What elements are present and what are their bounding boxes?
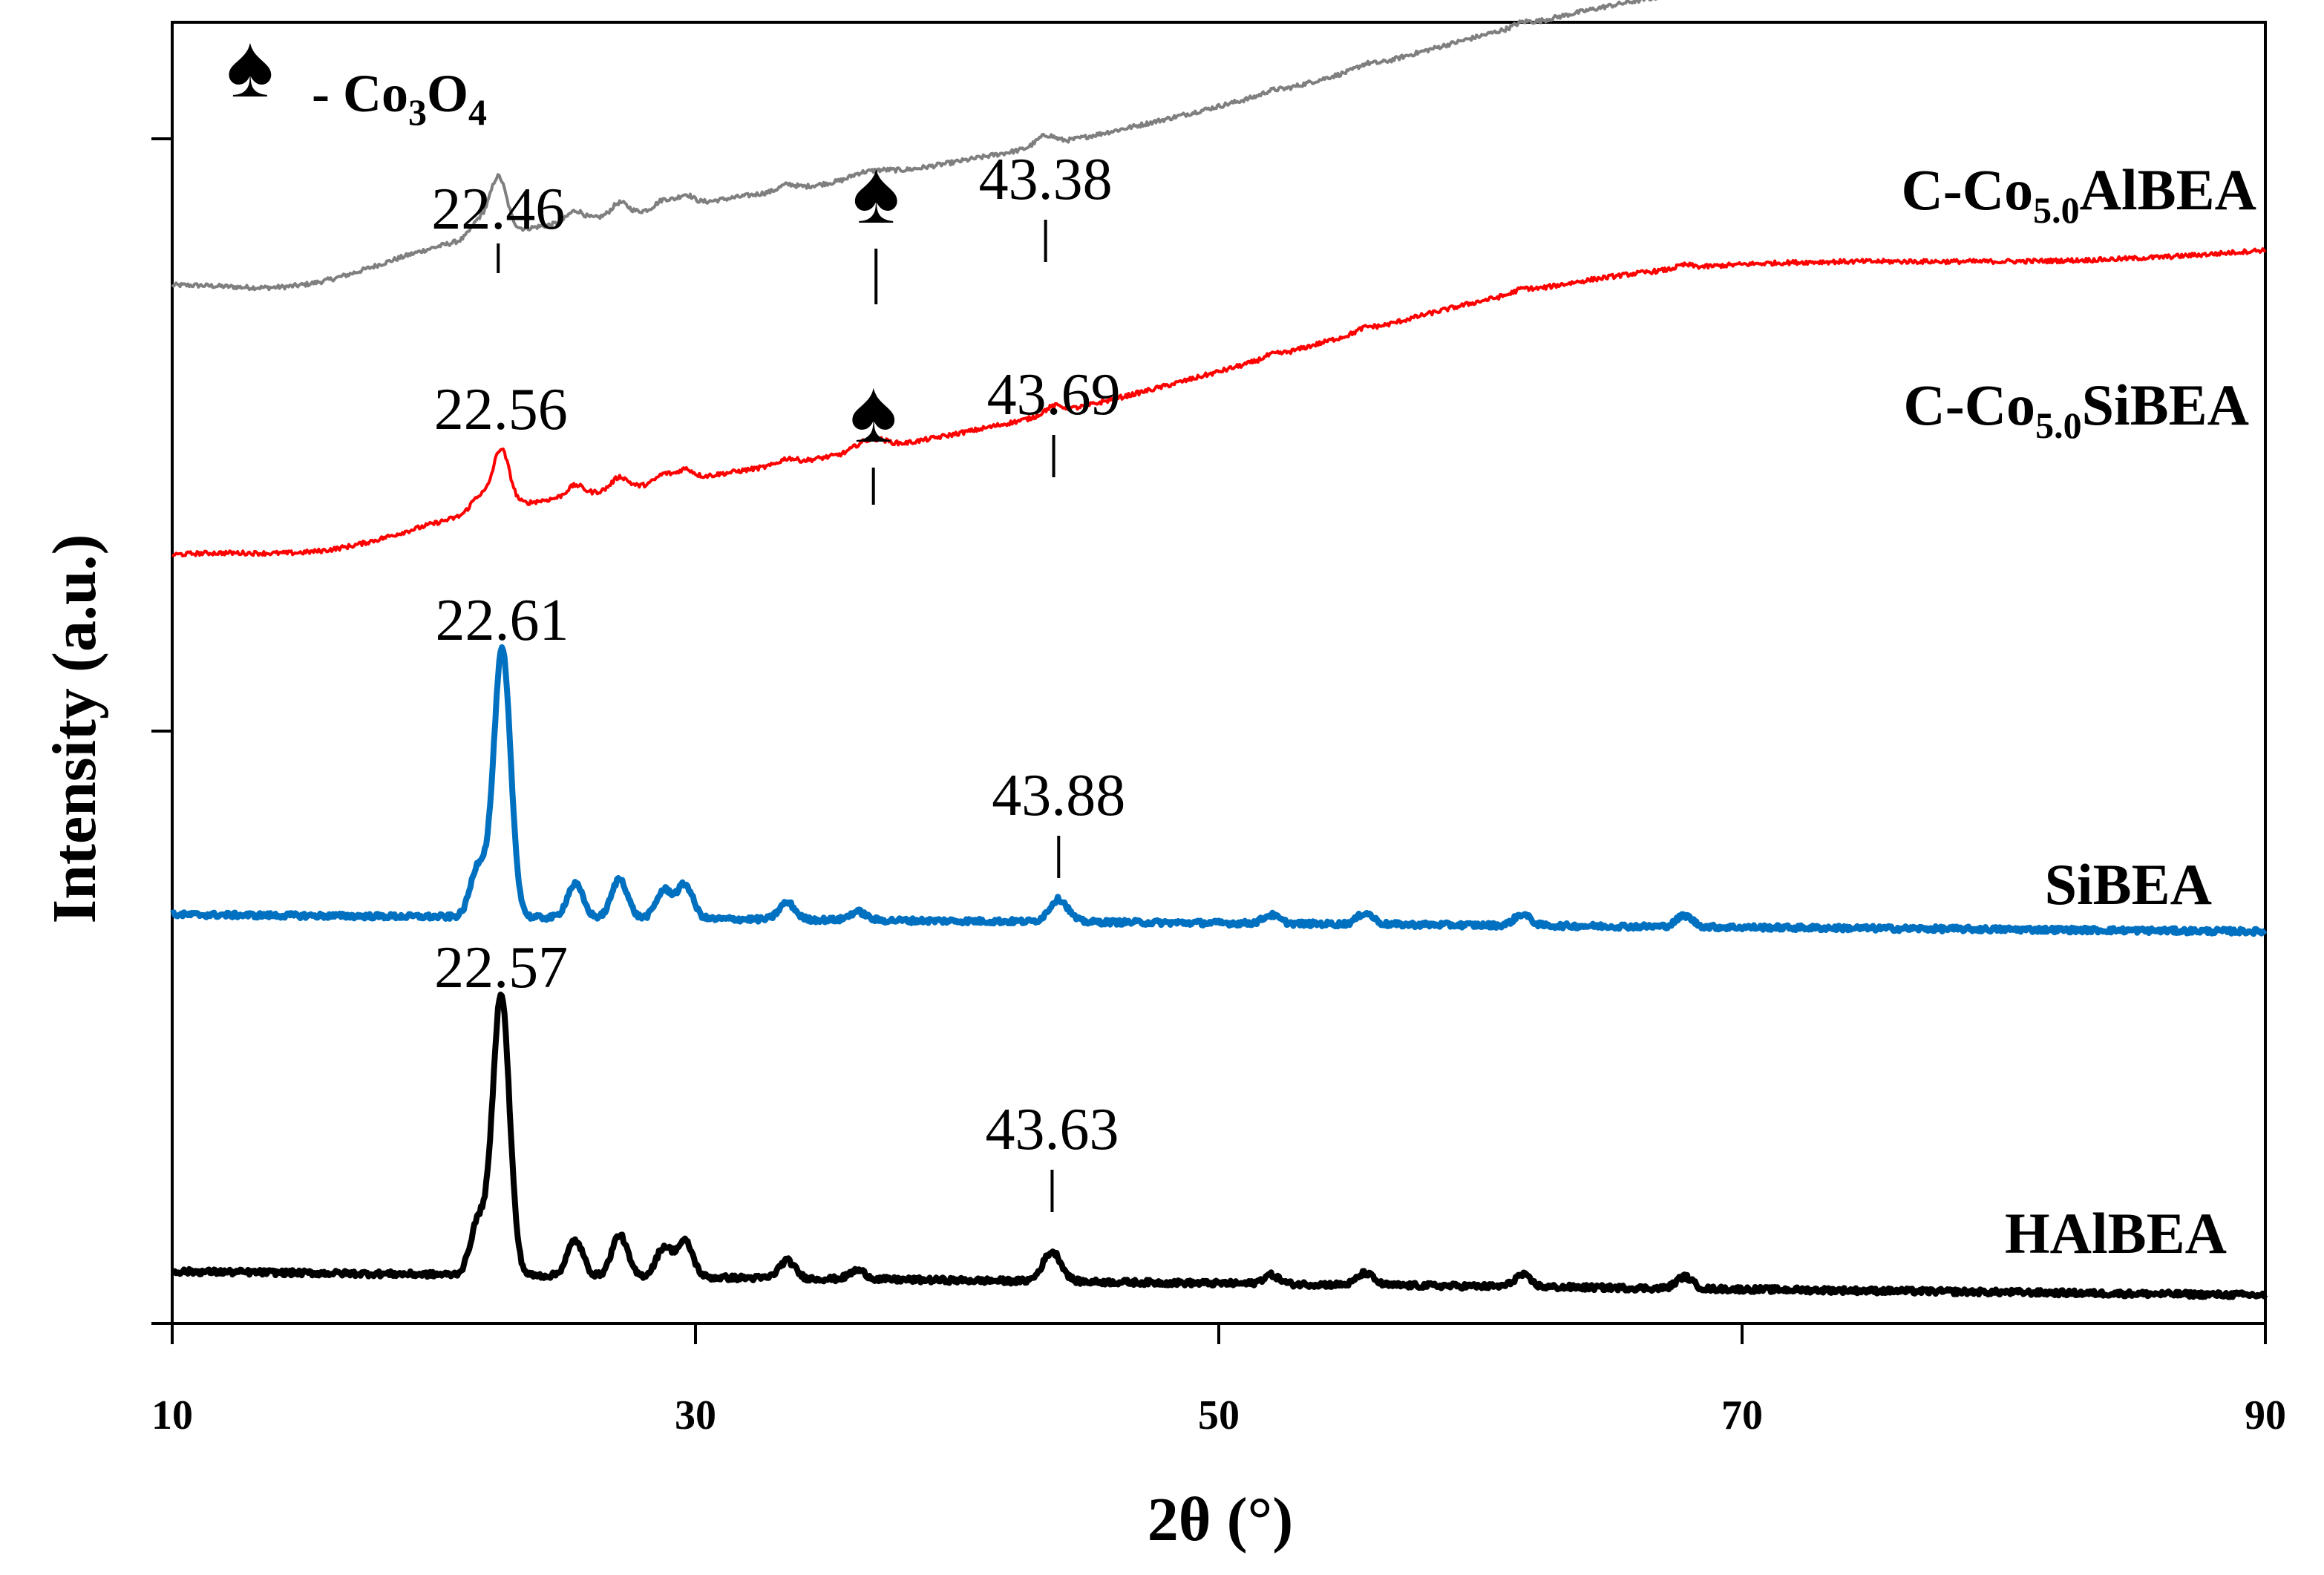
peak-label-halbea-6: 22.57 [434,935,568,1001]
x-tick-label-50: 50 [1198,1392,1240,1438]
peak-annotations: 22.46 43.38 22.56 43.69 22.61 43.88 22.57 43.63… [431,143,1125,1212]
series-label-c-co-sibea: C-Co5.0SiBEA [1903,373,2249,446]
legend: ♠ - Co3O4 [226,17,487,133]
legend-label: - Co3O4 [312,64,487,133]
series-line-csibea [171,247,2267,557]
peak-label-sibea-4: 22.61 [436,588,569,653]
y-axis-title: Intensity (a.u.) [40,534,109,923]
series-label-halbea: HAlBEA [2005,1201,2227,1265]
x-tick-label-90: 90 [2245,1392,2286,1438]
spade-legend-icon: ♠ [226,17,274,116]
co3o4-spade-icon-csibea: ♠ [850,362,897,461]
series-line-sibea [170,644,2268,937]
series-lines [170,0,2268,1300]
series-label-sibea: SiBEA [2045,852,2212,917]
x-axis-ticks: 10 30 50 70 90 [151,1323,2286,1438]
series-label-c-co-albea: C-Co5.0AlBEA [1901,157,2256,231]
x-axis-title: 2θ (°) [1148,1485,1293,1554]
x-tick-label-30: 30 [675,1392,716,1438]
peak-label-halbea-7: 43.63 [985,1097,1119,1162]
peak-label-calbea-1: 43.38 [979,147,1113,212]
peak-label-csibea-2: 22.56 [434,377,568,442]
series-line-halbea [170,992,2268,1300]
x-tick-label-10: 10 [151,1392,193,1438]
co3o4-spade-icon-calbea: ♠ [852,143,900,242]
peak-label-sibea-5: 43.88 [992,763,1125,828]
y-axis-ticks [151,137,172,1325]
x-tick-label-70: 70 [1721,1392,1763,1438]
series-line-calbea [171,0,1659,292]
peak-label-calbea-0: 22.46 [431,177,565,242]
peak-label-csibea-3: 43.69 [987,362,1121,428]
